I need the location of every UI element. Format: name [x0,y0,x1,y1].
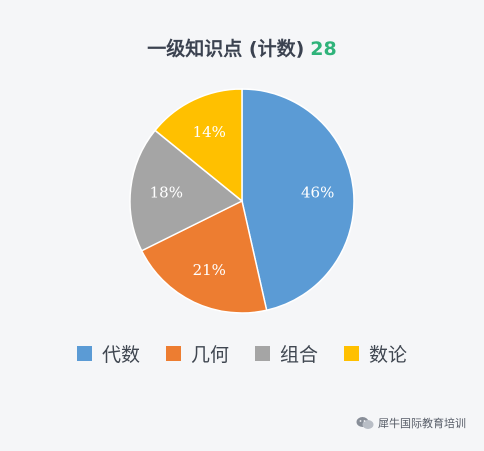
wechat-icon [356,417,374,429]
pie-slice-algebra [241,88,355,312]
watermark-text: 犀牛国际教育培训 [378,417,466,430]
legend-label-geometry: 几何 [190,344,229,366]
legend-swatch-geometry [165,346,181,361]
chart-legend: 代数 几何 组合 数论 [0,340,484,367]
legend-item-algebra: 代数 [76,340,140,367]
chart-title-count: 28 [310,38,337,60]
legend-item-geometry: 几何 [165,340,229,367]
legend-swatch-combinatorics [255,346,270,361]
pie-label-geometry: 21% [193,261,226,279]
legend-swatch-algebra [76,346,92,361]
legend-item-combinatorics: 组合 [255,340,318,367]
pie-label-algebra: 46% [301,184,334,202]
watermark: 犀牛国际教育培训 [356,415,466,431]
chart-title: 一级知识点 (计数) 28 [0,34,484,61]
legend-swatch-number-theory [344,346,360,361]
pie-label-combinatorics: 18% [150,184,183,202]
pie-label-number-theory: 14% [193,123,226,141]
pie-slice-geometry [140,199,268,314]
chart-title-text: 一级知识点 (计数) [147,38,305,60]
pie-slices [129,88,355,314]
legend-label-combinatorics: 组合 [280,344,319,366]
legend-item-number-theory: 数论 [344,340,407,367]
pie-slice-labels: 46% 21% 18% 14% [150,123,335,279]
legend-label-algebra: 代数 [101,344,140,366]
legend-label-number-theory: 数论 [369,344,408,366]
pie-slice-number-theory [154,88,243,203]
pie-slice-combinatorics [129,129,244,252]
